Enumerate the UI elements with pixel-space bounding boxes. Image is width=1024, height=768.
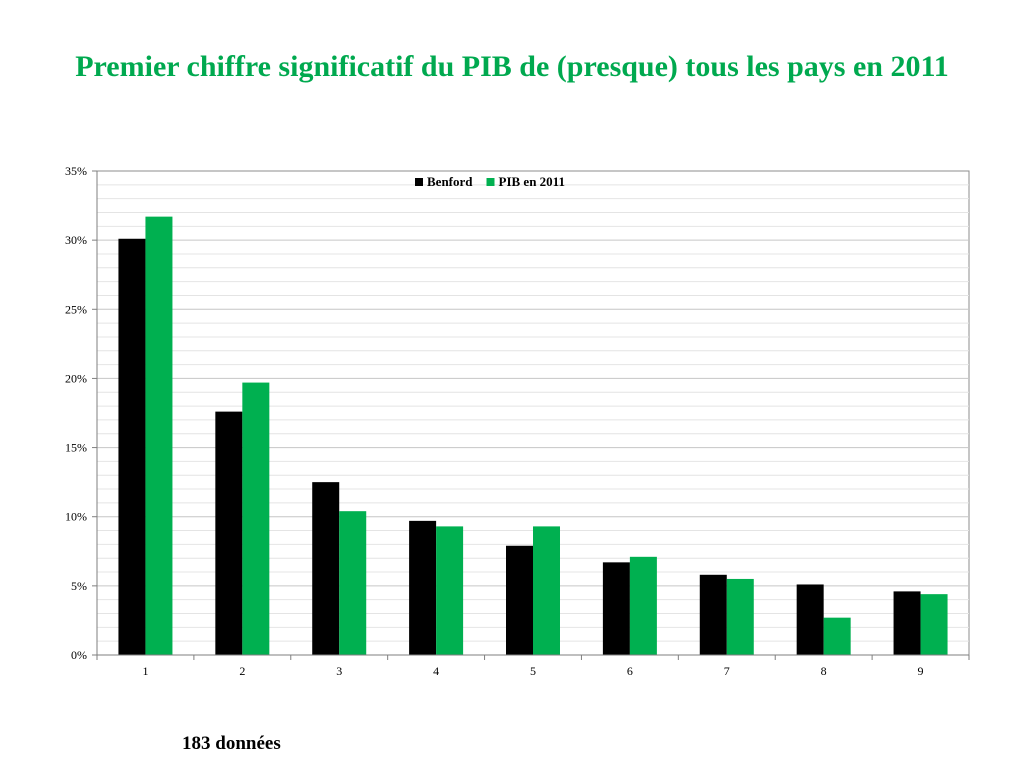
axes: 0% 5% 10% 15% 20% 25% 30% 35% 1 2 3 4 5 6 7 8 9 xyxy=(65,164,970,678)
bar-pib-2011 xyxy=(145,216,173,656)
bar-benford xyxy=(506,545,533,655)
legend-label-benford: Benford xyxy=(427,174,473,189)
x-tick-label: 7 xyxy=(724,664,730,678)
slide-title: Premier chiffre significatif du PIB de (… xyxy=(75,50,949,83)
bar-benford xyxy=(312,482,340,655)
bar-benford xyxy=(602,562,630,655)
x-tick-label: 1 xyxy=(142,664,148,678)
x-tick-label: 5 xyxy=(530,664,536,678)
bar-pib-2011 xyxy=(242,382,270,655)
bar-pib-2011 xyxy=(436,526,464,655)
bar-pib-2011 xyxy=(629,556,657,655)
legend: Benford PIB en 2011 xyxy=(415,174,565,189)
y-tick-label: 0% xyxy=(71,648,87,662)
bar-benford xyxy=(118,238,146,655)
bar-benford xyxy=(409,520,437,655)
x-tick-label: 2 xyxy=(239,664,245,678)
x-tick-label: 8 xyxy=(821,664,827,678)
bar-benford xyxy=(699,574,727,655)
bar-pib-2011 xyxy=(920,594,948,655)
bar-pib-2011 xyxy=(726,578,754,655)
x-tick-label: 3 xyxy=(336,664,342,678)
bar-benford xyxy=(796,584,824,655)
bar-benford xyxy=(215,411,243,655)
y-tick-label: 10% xyxy=(65,510,87,524)
x-tick-label: 6 xyxy=(627,664,633,678)
legend-swatch-benford xyxy=(415,178,423,186)
y-tick-label: 20% xyxy=(65,371,87,385)
x-tick-label: 9 xyxy=(918,664,924,678)
data-count-note: 183 données xyxy=(182,733,281,754)
y-tick-label: 15% xyxy=(65,441,87,455)
x-tick-label: 4 xyxy=(433,664,439,678)
bar-pib-2011 xyxy=(339,511,367,655)
bars xyxy=(118,216,948,656)
y-tick-label: 25% xyxy=(65,302,87,316)
legend-swatch-pib xyxy=(486,178,495,186)
bar-benford xyxy=(893,591,921,655)
y-tick-label: 30% xyxy=(65,233,87,247)
bar-pib-2011 xyxy=(823,617,851,655)
bar-pib-2011 xyxy=(533,526,560,655)
y-tick-label: 35% xyxy=(65,164,87,178)
y-tick-label: 5% xyxy=(71,579,87,593)
legend-label-pib: PIB en 2011 xyxy=(499,174,565,189)
